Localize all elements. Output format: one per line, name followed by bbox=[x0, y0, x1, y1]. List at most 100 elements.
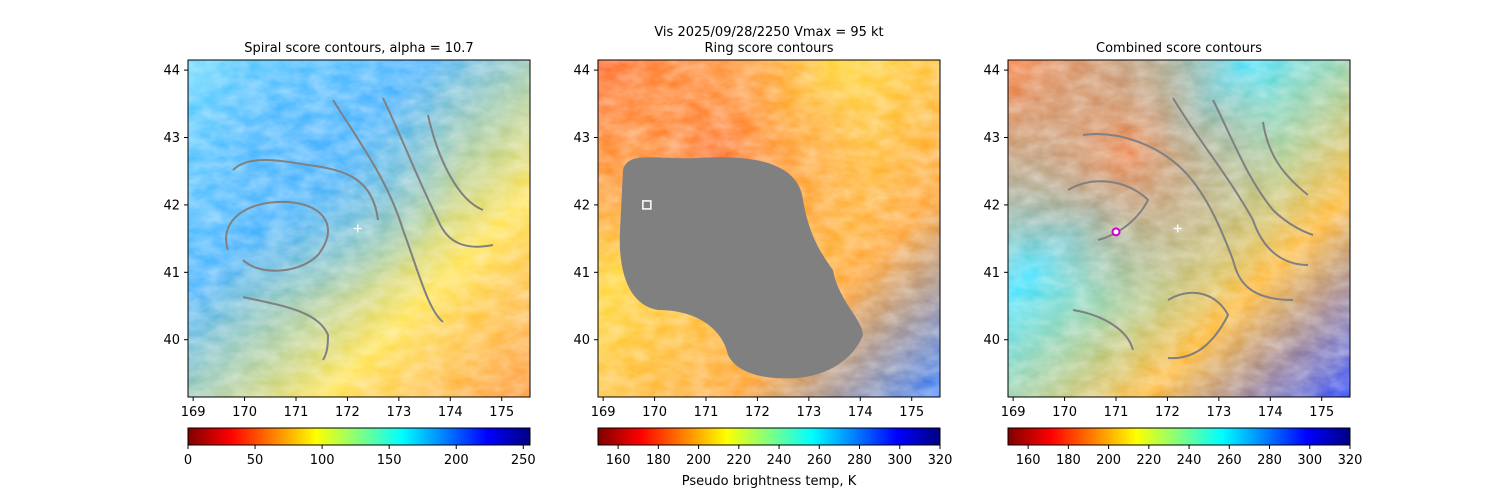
x-axis-ticks: 169 170 171 172 173 174 175 bbox=[591, 397, 924, 420]
y-tick-label: 43 bbox=[573, 131, 590, 146]
score-contour bbox=[382, 97, 494, 248]
colorbar-tick-label: 160 bbox=[606, 453, 631, 468]
panel-title: Combined score contours bbox=[1096, 41, 1262, 56]
colorbar-tick-label: 240 bbox=[1177, 453, 1202, 468]
colorbar: 0 50 100 150 200 250 bbox=[184, 427, 536, 468]
colorbar-tick-label: 250 bbox=[511, 453, 536, 468]
x-tick-label: 172 bbox=[745, 405, 770, 420]
colorbar-tick-label: 200 bbox=[686, 453, 711, 468]
y-tick-label: 44 bbox=[983, 64, 1000, 79]
x-tick-label: 172 bbox=[1155, 405, 1180, 420]
x-tick-label: 174 bbox=[848, 405, 873, 420]
colorbar-tick-label: 280 bbox=[847, 453, 872, 468]
x-tick-label: 169 bbox=[1001, 405, 1026, 420]
axes-frame bbox=[1007, 59, 1351, 398]
combined-center-marker bbox=[1111, 227, 1121, 237]
axes-frame bbox=[187, 59, 531, 398]
score-contour bbox=[1072, 309, 1134, 351]
colorbar-tick-label: 320 bbox=[1338, 453, 1363, 468]
colorbar-tick-label: 220 bbox=[1136, 453, 1161, 468]
x-axis-ticks: 169 170 171 172 173 174 175 bbox=[1001, 397, 1334, 420]
y-tick-label: 42 bbox=[983, 198, 1000, 213]
y-tick-label: 41 bbox=[983, 266, 1000, 281]
x-tick-label: 175 bbox=[1309, 405, 1334, 420]
x-tick-label: 169 bbox=[591, 405, 616, 420]
x-tick-label: 173 bbox=[386, 405, 411, 420]
score-contour bbox=[1082, 133, 1294, 301]
panel-title: Ring score contours bbox=[704, 41, 833, 56]
colorbar-tick-label: 260 bbox=[807, 453, 832, 468]
center-plus-marker bbox=[353, 224, 362, 233]
x-tick-label: 171 bbox=[284, 405, 309, 420]
y-tick-label: 43 bbox=[983, 131, 1000, 146]
x-tick-label: 170 bbox=[1052, 405, 1077, 420]
score-contour bbox=[225, 200, 329, 272]
score-contour bbox=[427, 114, 484, 211]
colorbar-gradient bbox=[1007, 427, 1351, 446]
y-tick-label: 44 bbox=[163, 64, 180, 79]
colorbar-tick-label: 150 bbox=[377, 453, 402, 468]
x-tick-label: 175 bbox=[489, 405, 514, 420]
colorbar-tick-label: 160 bbox=[1016, 453, 1041, 468]
panel-2: Ring score contours 169 170 171 172 173 174 175… bbox=[573, 41, 952, 489]
score-contour bbox=[1262, 121, 1309, 196]
y-axis-ticks: 40 41 42 43 44 bbox=[163, 64, 188, 348]
colorbar-gradient bbox=[597, 427, 941, 446]
colorbar: 160 180 200 220 240 260 280 300 320 Pseudo bright… bbox=[597, 427, 952, 489]
score-contour bbox=[332, 99, 444, 323]
colorbar-tick-label: 300 bbox=[1297, 453, 1322, 468]
colorbar-tick-label: 200 bbox=[1096, 453, 1121, 468]
colorbar-label: Pseudo brightness temp, K bbox=[682, 474, 857, 489]
y-tick-label: 40 bbox=[163, 333, 180, 348]
x-tick-label: 174 bbox=[438, 405, 463, 420]
y-tick-label: 40 bbox=[573, 333, 590, 348]
colorbar-tick-label: 220 bbox=[726, 453, 751, 468]
colorbar-tick-label: 50 bbox=[247, 453, 264, 468]
colorbar-tick-label: 180 bbox=[646, 453, 671, 468]
y-tick-label: 43 bbox=[163, 131, 180, 146]
score-contour bbox=[1172, 97, 1309, 266]
ring-center-marker bbox=[642, 200, 652, 210]
score-contour bbox=[232, 159, 379, 221]
colorbar-tick-label: 200 bbox=[444, 453, 469, 468]
y-axis-ticks: 40 41 42 43 44 bbox=[983, 64, 1008, 348]
colorbar-tick-label: 280 bbox=[1257, 453, 1282, 468]
colorbar-gradient bbox=[187, 427, 531, 446]
x-tick-label: 175 bbox=[899, 405, 924, 420]
colorbar: 160 180 200 220 240 260 280 300 320 bbox=[1007, 427, 1363, 468]
y-tick-label: 41 bbox=[163, 266, 180, 281]
panel-title: Spiral score contours, alpha = 10.7 bbox=[244, 41, 473, 56]
x-tick-label: 174 bbox=[1258, 405, 1283, 420]
y-tick-label: 42 bbox=[163, 198, 180, 213]
panel-3: Combined score contours 169 170 171 172 173 17… bbox=[983, 41, 1362, 468]
colorbar-tick-label: 260 bbox=[1217, 453, 1242, 468]
x-tick-label: 173 bbox=[1206, 405, 1231, 420]
y-axis-ticks: 40 41 42 43 44 bbox=[573, 64, 598, 348]
center-plus-marker bbox=[1173, 224, 1182, 233]
score-contour bbox=[1212, 99, 1314, 236]
figure-suptitle: Vis 2025/09/28/2250 Vmax = 95 kt bbox=[654, 25, 883, 40]
x-tick-label: 171 bbox=[694, 405, 719, 420]
x-tick-label: 170 bbox=[642, 405, 667, 420]
score-contour bbox=[242, 296, 330, 361]
colorbar-tick-label: 0 bbox=[184, 453, 192, 468]
y-tick-label: 42 bbox=[573, 198, 590, 213]
colorbar-tick-label: 100 bbox=[310, 453, 335, 468]
colorbar-tick-label: 240 bbox=[767, 453, 792, 468]
x-tick-label: 170 bbox=[232, 405, 257, 420]
x-tick-label: 172 bbox=[335, 405, 360, 420]
y-tick-label: 44 bbox=[573, 64, 590, 79]
x-tick-label: 171 bbox=[1104, 405, 1129, 420]
x-tick-label: 173 bbox=[796, 405, 821, 420]
colorbar-tick-label: 300 bbox=[887, 453, 912, 468]
y-tick-label: 40 bbox=[983, 333, 1000, 348]
x-axis-ticks: 169 170 171 172 173 174 175 bbox=[181, 397, 514, 420]
score-contour bbox=[1167, 291, 1230, 360]
axes-frame bbox=[597, 59, 941, 398]
colorbar-tick-label: 180 bbox=[1056, 453, 1081, 468]
x-tick-label: 169 bbox=[181, 405, 206, 420]
panel-1: Spiral score contours, alpha = 10.7 169 17… bbox=[163, 41, 535, 468]
y-tick-label: 41 bbox=[573, 266, 590, 281]
ring-mask-region bbox=[619, 157, 863, 379]
